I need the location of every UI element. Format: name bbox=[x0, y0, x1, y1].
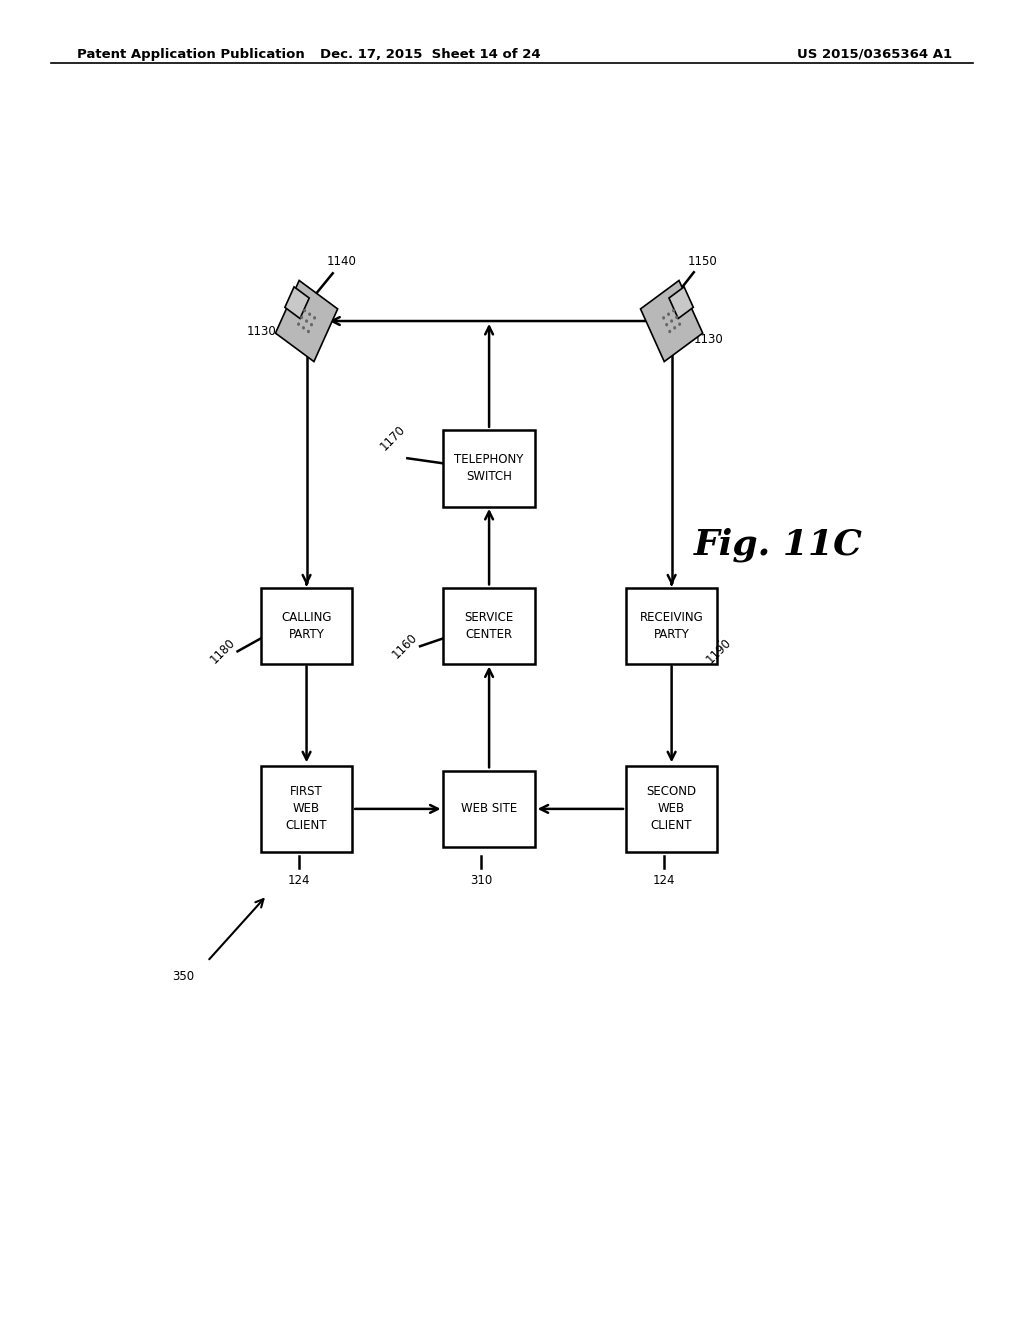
Circle shape bbox=[676, 317, 677, 318]
Circle shape bbox=[309, 313, 310, 315]
Text: TELEPHONY
SWITCH: TELEPHONY SWITCH bbox=[455, 453, 523, 483]
Text: SERVICE
CENTER: SERVICE CENTER bbox=[465, 611, 514, 642]
Circle shape bbox=[306, 319, 307, 322]
Circle shape bbox=[666, 323, 668, 326]
Text: 1180: 1180 bbox=[207, 636, 238, 667]
Text: 1140: 1140 bbox=[327, 255, 356, 268]
Circle shape bbox=[668, 313, 670, 315]
Text: CALLING
PARTY: CALLING PARTY bbox=[282, 611, 332, 642]
FancyBboxPatch shape bbox=[443, 587, 535, 664]
Text: 1130: 1130 bbox=[247, 325, 276, 338]
Text: 1150: 1150 bbox=[687, 255, 717, 268]
Text: 350: 350 bbox=[172, 970, 195, 983]
FancyBboxPatch shape bbox=[443, 771, 535, 847]
FancyBboxPatch shape bbox=[626, 766, 717, 853]
Text: 1190: 1190 bbox=[703, 636, 733, 667]
Circle shape bbox=[663, 317, 665, 319]
Circle shape bbox=[679, 323, 680, 325]
Circle shape bbox=[669, 330, 671, 333]
Polygon shape bbox=[275, 280, 338, 362]
Text: 1160: 1160 bbox=[390, 631, 420, 661]
Text: SECOND
WEB
CLIENT: SECOND WEB CLIENT bbox=[646, 785, 696, 833]
Polygon shape bbox=[285, 286, 309, 318]
Circle shape bbox=[673, 310, 674, 312]
Text: Dec. 17, 2015  Sheet 14 of 24: Dec. 17, 2015 Sheet 14 of 24 bbox=[319, 48, 541, 61]
Polygon shape bbox=[669, 286, 693, 318]
Polygon shape bbox=[640, 280, 702, 362]
Text: Patent Application Publication: Patent Application Publication bbox=[77, 48, 304, 61]
Text: 310: 310 bbox=[470, 874, 493, 887]
Circle shape bbox=[307, 330, 309, 333]
Text: FIRST
WEB
CLIENT: FIRST WEB CLIENT bbox=[286, 785, 328, 833]
Circle shape bbox=[313, 317, 315, 319]
FancyBboxPatch shape bbox=[261, 766, 352, 853]
Text: 124: 124 bbox=[652, 874, 675, 887]
Text: 1130: 1130 bbox=[694, 333, 724, 346]
Circle shape bbox=[301, 317, 302, 318]
Text: 124: 124 bbox=[288, 874, 310, 887]
Circle shape bbox=[304, 310, 305, 312]
Circle shape bbox=[298, 323, 299, 325]
Text: Fig. 11C: Fig. 11C bbox=[694, 528, 863, 562]
Circle shape bbox=[303, 327, 304, 329]
Circle shape bbox=[671, 319, 673, 322]
Text: RECEIVING
PARTY: RECEIVING PARTY bbox=[640, 611, 703, 642]
FancyBboxPatch shape bbox=[443, 430, 535, 507]
Text: WEB SITE: WEB SITE bbox=[461, 803, 517, 816]
FancyBboxPatch shape bbox=[261, 587, 352, 664]
Text: 1170: 1170 bbox=[378, 422, 409, 453]
Circle shape bbox=[674, 327, 676, 329]
Circle shape bbox=[310, 323, 312, 326]
Text: US 2015/0365364 A1: US 2015/0365364 A1 bbox=[798, 48, 952, 61]
FancyBboxPatch shape bbox=[626, 587, 717, 664]
